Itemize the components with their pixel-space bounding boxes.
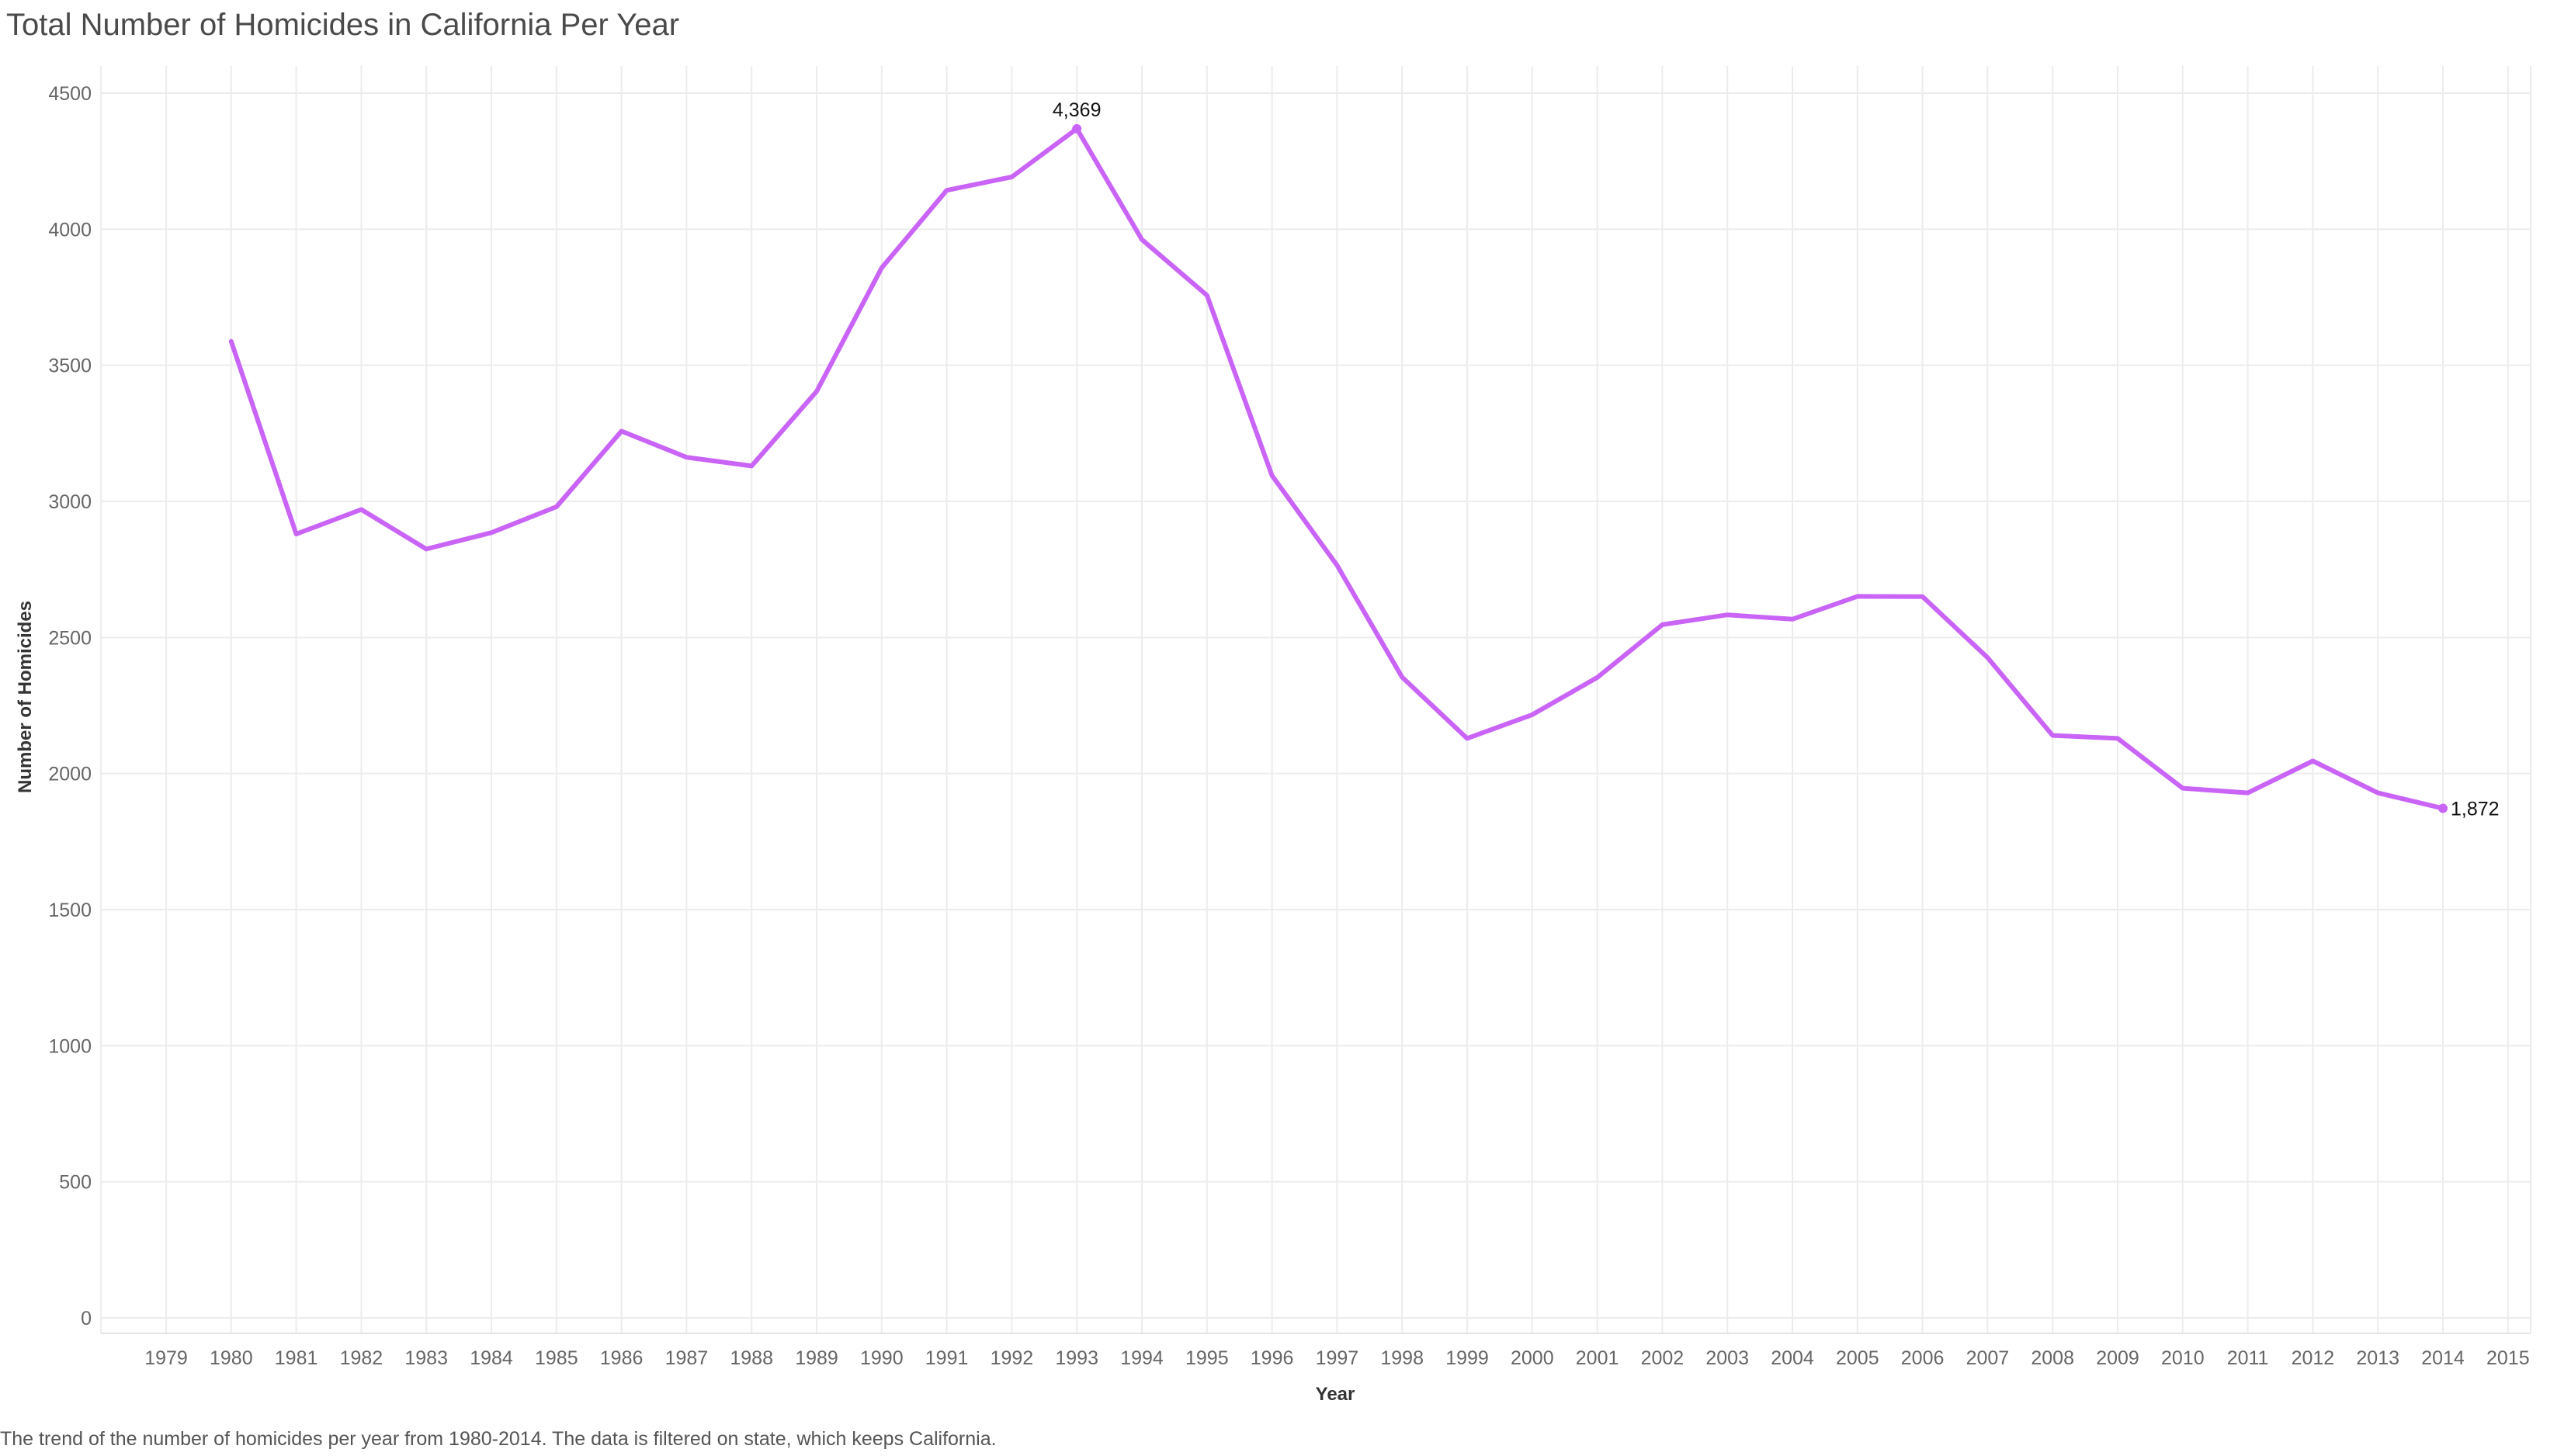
data-point	[2050, 733, 2055, 738]
data-point	[2310, 759, 2315, 764]
data-point	[1465, 736, 1469, 740]
x-tick-label: 1996	[1251, 1347, 1294, 1369]
annotation-marker	[1072, 124, 1081, 133]
data-point	[749, 463, 754, 468]
data-point	[2115, 736, 2120, 740]
x-tick-label: 1985	[535, 1347, 578, 1369]
y-tick-label: 500	[59, 1172, 92, 1194]
x-tick-label: 1994	[1120, 1347, 1164, 1369]
y-tick-label: 4500	[48, 83, 92, 105]
x-tick-label: 2015	[2486, 1347, 2530, 1369]
x-tick-label: 1999	[1445, 1347, 1489, 1369]
x-tick-label: 1998	[1380, 1347, 1424, 1369]
y-tick-label: 2000	[48, 764, 92, 785]
data-point	[229, 339, 234, 344]
data-point	[2246, 791, 2250, 796]
x-tick-label: 1990	[860, 1347, 904, 1369]
y-tick-label: 3500	[48, 355, 92, 377]
data-point	[1660, 622, 1664, 627]
x-tick-label: 2006	[1901, 1347, 1945, 1369]
horizontal-gridlines	[101, 93, 2531, 1333]
data-point	[1595, 675, 1600, 680]
x-tick-label: 1992	[991, 1347, 1034, 1369]
data-point	[814, 389, 819, 393]
data-point	[1920, 595, 1925, 599]
x-tick-label: 1987	[665, 1347, 709, 1369]
annotations-layer: 4,369 1,872	[1053, 99, 2500, 820]
x-tick-label: 1981	[275, 1347, 318, 1369]
x-tick-label: 2002	[1641, 1347, 1685, 1369]
data-point	[1400, 675, 1404, 680]
vertical-gridlines	[101, 66, 2531, 1333]
data-point	[945, 188, 949, 192]
y-axis-ticks: 0 500 1000 1500 2000 2500 3000 3500 4000 4500	[48, 83, 92, 1329]
data-point	[489, 530, 494, 535]
data-point	[294, 532, 299, 536]
x-tick-label: 2009	[2096, 1347, 2139, 1369]
annotation-marker	[2438, 804, 2448, 813]
x-tick-label: 1984	[470, 1347, 513, 1369]
y-tick-label: 0	[81, 1308, 92, 1329]
x-tick-label: 1993	[1055, 1347, 1098, 1369]
annotation-label: 1,872	[2451, 799, 2500, 820]
y-tick-label: 1000	[48, 1035, 92, 1057]
x-tick-label: 1997	[1316, 1347, 1359, 1369]
data-point	[684, 455, 689, 459]
x-axis-title: Year	[1316, 1384, 1355, 1405]
y-tick-label: 4000	[48, 219, 92, 241]
x-tick-label: 1991	[925, 1347, 969, 1369]
x-axis-ticks: 1979 1980 1981 1982 1983 1984 1985 1986 1987 1988…	[144, 1347, 2529, 1369]
x-tick-label: 1989	[795, 1347, 838, 1369]
y-tick-label: 3000	[48, 491, 92, 513]
data-point	[619, 429, 624, 434]
x-tick-label: 1982	[340, 1347, 383, 1369]
x-tick-label: 2011	[2227, 1347, 2269, 1369]
x-tick-label: 1995	[1185, 1347, 1229, 1369]
x-tick-label: 2004	[1771, 1347, 1814, 1369]
data-point	[1205, 293, 1209, 298]
data-point	[1334, 563, 1339, 567]
data-point	[1855, 594, 1860, 598]
data-point	[1790, 617, 1795, 622]
y-axis-title: Number of Homicides	[15, 601, 36, 793]
y-tick-label: 1500	[48, 900, 92, 921]
data-point	[2181, 786, 2185, 791]
data-point	[1140, 237, 1144, 242]
x-tick-label: 1986	[600, 1347, 644, 1369]
x-tick-label: 2003	[1705, 1347, 1749, 1369]
x-tick-label: 2014	[2421, 1347, 2465, 1369]
x-tick-label: 2000	[1511, 1347, 1554, 1369]
data-point	[1985, 655, 1990, 660]
x-tick-label: 2007	[1966, 1347, 2010, 1369]
x-tick-label: 1979	[144, 1347, 188, 1369]
x-tick-label: 1980	[210, 1347, 253, 1369]
chart-caption: The trend of the number of homicides per…	[0, 1428, 997, 1451]
data-point	[1725, 612, 1730, 617]
x-tick-label: 2005	[1836, 1347, 1879, 1369]
data-point	[554, 504, 559, 509]
data-point	[1530, 712, 1535, 717]
data-point	[424, 546, 428, 551]
data-point	[1270, 473, 1275, 478]
y-tick-label: 2500	[48, 627, 92, 649]
x-tick-label: 1988	[730, 1347, 773, 1369]
x-tick-label: 2001	[1576, 1347, 1619, 1369]
x-tick-label: 2010	[2161, 1347, 2205, 1369]
data-point	[880, 265, 884, 270]
x-tick-label: 2012	[2292, 1347, 2335, 1369]
x-tick-label: 1983	[404, 1347, 448, 1369]
annotation-label: 4,369	[1053, 99, 1102, 121]
data-point	[1009, 175, 1014, 179]
data-point	[359, 508, 363, 512]
x-tick-label: 2008	[2031, 1347, 2074, 1369]
x-tick-label: 2013	[2356, 1347, 2399, 1369]
data-point	[2375, 791, 2380, 796]
